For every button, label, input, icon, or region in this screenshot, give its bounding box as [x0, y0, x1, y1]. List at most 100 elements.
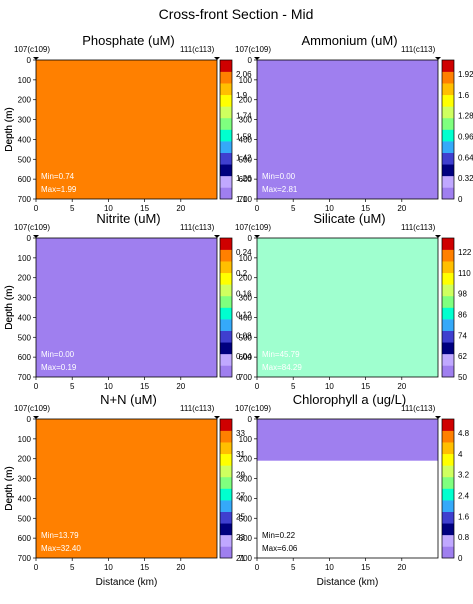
- station-left-label: 107(c109): [235, 45, 271, 54]
- station-left-label: 107(c109): [14, 223, 50, 232]
- colorbar-tick-label: 74: [458, 331, 467, 340]
- stat-label: Min=0.22: [262, 531, 296, 540]
- colorbar-segment: [220, 534, 232, 547]
- colorbar-segment: [442, 284, 454, 297]
- y-tick-label: 700: [18, 554, 32, 563]
- y-tick-label: 300: [18, 294, 32, 303]
- colorbar-segment: [442, 60, 454, 72]
- colorbar-segment: [442, 523, 454, 536]
- station-right-label: 111(c113): [180, 404, 215, 413]
- x-tick-label: 0: [34, 563, 39, 572]
- colorbar-tick-label: 2.06: [236, 70, 252, 79]
- y-tick-label: 700: [239, 195, 253, 204]
- y-tick-label: 500: [239, 514, 253, 523]
- colorbar-frame: [441, 59, 455, 200]
- panel-title: Phosphate (uM): [82, 33, 175, 48]
- y-tick-label: 700: [239, 554, 253, 563]
- station-right-label: 111(c113): [180, 223, 215, 232]
- colorbar-tick-label: 1.6: [458, 91, 470, 100]
- colorbar-tick-label: 21: [236, 554, 245, 563]
- colorbar-segment: [220, 465, 232, 478]
- stat-label: Max=1.99: [41, 185, 77, 194]
- y-tick-label: 600: [239, 353, 253, 362]
- x-tick-label: 5: [291, 382, 296, 391]
- colorbar-segment: [442, 319, 454, 331]
- station-marker: [435, 57, 441, 60]
- colorbar-tick-label: 4: [458, 450, 463, 459]
- plot-frame: [35, 418, 218, 559]
- station-marker: [33, 57, 39, 60]
- colorbar-segment: [442, 272, 454, 285]
- panel-3: Silicate (uM)107(c109) 111(c113)010020030…: [4, 211, 472, 391]
- colorbar-tick-label: 1.74: [236, 112, 252, 121]
- panel-4: N+N (uM)107(c109) 111(c113)01002003004005…: [4, 392, 245, 588]
- panel-0: Phosphate (uM)107(c109) 111(c113)01002003…: [4, 33, 252, 213]
- y-tick-label: 500: [239, 155, 253, 164]
- y-tick-label: 200: [239, 96, 253, 105]
- y-tick-label: 200: [18, 96, 32, 105]
- x-tick-label: 20: [176, 204, 185, 213]
- y-tick-label: 700: [18, 373, 32, 382]
- colorbar-segment: [220, 365, 232, 378]
- station-marker: [435, 416, 441, 419]
- x-axis-label: Distance (km): [317, 577, 379, 588]
- x-tick-label: 0: [255, 563, 260, 572]
- y-axis-label: Depth (m): [4, 107, 15, 151]
- colorbar-segment: [442, 187, 454, 200]
- colorbar-segment: [442, 442, 454, 455]
- colorbar-frame: [219, 418, 233, 559]
- y-tick-label: 200: [18, 274, 32, 283]
- y-tick-label: 100: [18, 435, 32, 444]
- colorbar-segment: [220, 319, 232, 331]
- colorbar-tick-label: 31: [236, 450, 245, 459]
- colorbar-tick-label: 0.96: [458, 133, 473, 142]
- y-tick-label: 400: [18, 313, 32, 322]
- colorbar-segment: [220, 453, 232, 466]
- y-tick-label: 600: [18, 175, 32, 184]
- y-tick-label: 400: [18, 135, 32, 144]
- y-tick-label: 600: [239, 534, 253, 543]
- colorbar-tick-label: 1.42: [236, 153, 252, 162]
- colorbar-tick-label: 110: [458, 269, 471, 278]
- colorbar-segment: [220, 71, 232, 84]
- stat-label: Min=0.00: [262, 172, 296, 181]
- panel-title: N+N (uM): [100, 392, 157, 407]
- colorbar-segment: [220, 295, 232, 308]
- y-tick-label: 0: [27, 56, 32, 65]
- colorbar-segment: [220, 249, 232, 262]
- colorbar-tick-label: 4.8: [458, 429, 470, 438]
- x-tick-label: 0: [34, 204, 39, 213]
- x-tick-label: 10: [325, 563, 334, 572]
- y-tick-label: 500: [18, 333, 32, 342]
- y-axis-label: Depth (m): [4, 466, 15, 510]
- y-tick-label: 500: [18, 155, 32, 164]
- colorbar-tick-label: 0.08: [236, 331, 252, 340]
- colorbar-segment: [442, 238, 454, 250]
- y-tick-label: 500: [18, 514, 32, 523]
- y-tick-label: 100: [18, 254, 32, 263]
- x-tick-label: 20: [397, 204, 406, 213]
- y-tick-label: 500: [239, 333, 253, 342]
- y-tick-label: 400: [239, 313, 253, 322]
- station-marker: [214, 416, 220, 419]
- station-left-label: 107(c109): [14, 45, 50, 54]
- y-tick-label: 100: [239, 435, 253, 444]
- colorbar-segment: [220, 106, 232, 119]
- y-tick-label: 600: [18, 534, 32, 543]
- y-tick-label: 0: [27, 234, 32, 243]
- colorbar-frame: [219, 59, 233, 200]
- colorbar-segment: [442, 419, 454, 431]
- x-tick-label: 20: [176, 563, 185, 572]
- colorbar-tick-label: 3.2: [458, 471, 470, 480]
- colorbar-frame: [219, 237, 233, 378]
- no-data-region: [257, 460, 438, 558]
- colorbar-segment: [220, 60, 232, 72]
- plot-frame: [35, 59, 218, 200]
- y-tick-label: 700: [18, 195, 32, 204]
- colorbar-segment: [220, 187, 232, 200]
- x-tick-label: 15: [361, 563, 370, 572]
- colorbar-tick-label: 0.16: [236, 290, 252, 299]
- colorbar-segment: [220, 342, 232, 355]
- x-tick-label: 15: [140, 382, 149, 391]
- colorbar-tick-label: 0.04: [236, 352, 252, 361]
